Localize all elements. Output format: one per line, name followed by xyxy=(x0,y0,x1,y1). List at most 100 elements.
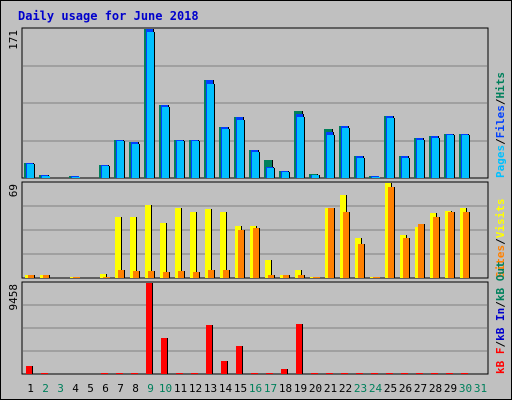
bar-sites-day-8 xyxy=(133,271,140,278)
panel-visits-sites: 69 Sites/Visits xyxy=(7,181,507,279)
day-label-2: 2 xyxy=(42,382,49,395)
bar-pages-day-13 xyxy=(207,84,215,178)
bar-sites-day-12 xyxy=(193,272,200,278)
bar-sites-day-21 xyxy=(328,208,335,278)
bar-sites-day-4 xyxy=(73,277,80,278)
bar-kb_f-day-11 xyxy=(176,373,183,374)
bar-visits-day-13 xyxy=(205,209,212,278)
bar-kb_f-day-27 xyxy=(416,373,423,374)
bar-pages-day-7 xyxy=(117,141,125,178)
day-label-18: 18 xyxy=(279,382,292,395)
day-label-17: 17 xyxy=(264,382,277,395)
bar-pages-day-18 xyxy=(282,172,290,178)
bar-pages-day-12 xyxy=(192,141,200,178)
bar-kb_f-day-9 xyxy=(146,283,153,374)
bar-kb_f-day-15 xyxy=(236,346,243,374)
bar-pages-day-21 xyxy=(327,135,335,178)
bar-pages-day-9 xyxy=(147,32,155,178)
bar-kb_f-day-26 xyxy=(401,373,408,374)
y-max-label: 9458 xyxy=(7,284,20,311)
bar-kb_f-day-2 xyxy=(41,373,48,374)
bar-kb_f-day-23 xyxy=(356,373,363,374)
bar-visits-day-14 xyxy=(220,212,227,278)
bar-sites-day-2 xyxy=(43,275,50,278)
bar-visits-day-8 xyxy=(130,217,137,278)
bar-sites-day-25 xyxy=(388,187,395,278)
bar-visits-day-7 xyxy=(115,217,122,278)
day-label-11: 11 xyxy=(174,382,187,395)
bar-kb_f-day-18 xyxy=(281,369,288,374)
bar-sites-day-29 xyxy=(448,212,455,278)
day-label-21: 21 xyxy=(324,382,337,395)
bar-pages-day-29 xyxy=(447,135,455,178)
bar-pages-day-1 xyxy=(27,164,35,178)
bar-pages-day-20 xyxy=(312,175,320,178)
day-label-16: 16 xyxy=(249,382,262,395)
bar-sites-day-9 xyxy=(148,271,155,278)
bar-sites-day-1 xyxy=(28,275,35,278)
bar-sites-day-16 xyxy=(253,228,260,278)
bar-sites-day-7 xyxy=(118,270,125,278)
legend-text: Sites/Visits xyxy=(494,199,507,279)
bar-sites-day-6 xyxy=(103,277,110,278)
legend-kb_in: kB In xyxy=(494,308,507,341)
legend-pages: Pages xyxy=(494,145,507,178)
bar-pages-day-27 xyxy=(417,140,425,178)
bar-pages-day-11 xyxy=(177,141,185,178)
day-label-30: 30 xyxy=(459,382,472,395)
day-label-3: 3 xyxy=(57,382,64,395)
bar-pages-day-16 xyxy=(252,152,260,178)
bar-pages-day-28 xyxy=(432,138,440,178)
legend-sep: / xyxy=(494,98,507,105)
bar-pages-day-23 xyxy=(357,158,365,178)
bar-sites-day-27 xyxy=(418,224,425,278)
bar-sites-day-24 xyxy=(373,277,380,278)
day-label-14: 14 xyxy=(219,382,233,395)
day-label-10: 10 xyxy=(159,382,172,395)
day-label-9: 9 xyxy=(147,382,154,395)
series-kb_f xyxy=(26,283,468,374)
bar-kb_f-day-28 xyxy=(431,373,438,374)
y-max-label: 69 xyxy=(7,184,20,197)
legend-sep: / xyxy=(494,341,507,348)
legend-hits-files-pages: Pages/Files/Hits xyxy=(494,72,507,178)
day-label-15: 15 xyxy=(234,382,247,395)
bar-sites-day-13 xyxy=(208,270,215,278)
bar-kb_f-day-8 xyxy=(131,373,138,374)
bar-visits-day-12 xyxy=(190,212,197,278)
day-label-23: 23 xyxy=(354,382,367,395)
legend-sep: / xyxy=(494,301,507,308)
bar-pages-day-17 xyxy=(267,168,275,178)
legend-kbytes: kB F/kB In/kB Out xyxy=(494,261,507,374)
bar-kb_f-day-25 xyxy=(386,373,393,374)
bar-sites-day-28 xyxy=(433,217,440,278)
bar-sites-day-20 xyxy=(313,277,320,278)
day-label-29: 29 xyxy=(444,382,457,395)
bar-kb_f-day-1 xyxy=(26,366,33,374)
bar-kb_f-day-10 xyxy=(161,338,168,374)
bar-visits-day-19 xyxy=(295,270,302,278)
bar-pages-day-4 xyxy=(72,177,80,178)
day-label-31: 31 xyxy=(474,382,487,395)
day-label-13: 13 xyxy=(204,382,217,395)
day-axis-labels: 1 2 3 4 5 6 7 8 9 10 11 12 13 14 15 16 17 18 19 20 21 22 23 24 2… xyxy=(27,382,487,395)
legend-text: Pages/Files/Hits xyxy=(494,72,507,178)
legend-hits: Hits xyxy=(494,72,507,99)
day-label-19: 19 xyxy=(294,382,307,395)
y-max-label: 171 xyxy=(7,30,20,50)
bar-pages-day-19 xyxy=(297,117,305,178)
bar-sites-day-18 xyxy=(283,275,290,278)
legend-sep: / xyxy=(494,238,507,245)
legend-visits: Visits xyxy=(494,199,507,239)
legend-files: Files xyxy=(494,105,507,138)
day-label-20: 20 xyxy=(309,382,322,395)
bar-kb_f-day-19 xyxy=(296,324,303,374)
bar-pages-day-2 xyxy=(42,176,50,178)
bar-sites-day-22 xyxy=(343,212,350,278)
day-label-1: 1 xyxy=(27,382,34,395)
day-label-6: 6 xyxy=(102,382,109,395)
day-label-5: 5 xyxy=(87,382,94,395)
series-pages xyxy=(27,32,470,178)
bar-pages-day-25 xyxy=(387,118,395,178)
